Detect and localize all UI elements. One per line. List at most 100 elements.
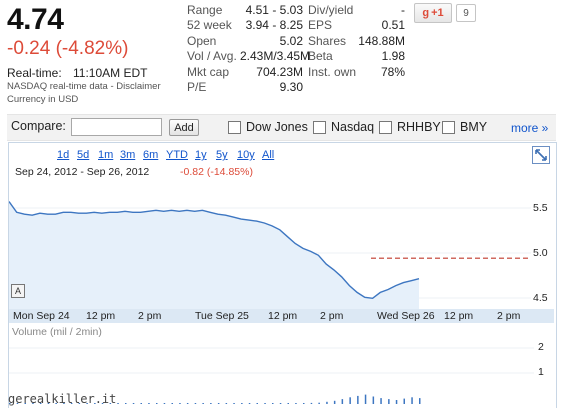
volume-bar [86,403,88,404]
compare-ticker-label: BMY [460,120,488,134]
volume-bar [310,402,313,404]
volume-bar [341,399,344,404]
more-link[interactable]: more » [511,121,549,135]
nasdaq-disclaimer[interactable]: NASDAQ real-time data - Disclaimer [7,81,161,92]
volume-bar [256,403,258,404]
zoom-3m[interactable]: 3m [120,149,136,161]
volume-bar [318,402,320,404]
google-plus-label: +1 [431,7,444,19]
x-tick-label: Wed Sep 26 [377,310,435,322]
google-plus-one-button[interactable]: g +1 [414,3,452,23]
volume-bar [333,400,336,404]
volume-bar [380,398,382,404]
y-tick-label: 5.5 [533,202,548,214]
stat-label: Range [187,3,223,17]
compare-label: Compare: [11,119,66,133]
stat-value: 148.88M [358,34,405,48]
price: 4.74 [7,3,64,36]
volume-bar [194,403,197,404]
volume-bar [210,403,212,404]
zoom-5y[interactable]: 5y [216,149,228,161]
checkbox[interactable] [379,120,392,134]
stat-label: Mkt cap [187,65,230,79]
x-tick-label: 12 pm [444,310,474,322]
x-axis-strip [9,309,554,323]
stat-value: 78% [380,65,405,79]
volume-bar [202,403,204,404]
volume-bar [70,403,73,404]
expand-chart-icon[interactable] [532,146,550,164]
volume-bar [186,403,189,404]
stat-value: 9.30 [279,80,303,94]
news-marker-a[interactable]: A [11,284,25,298]
zoom-1y[interactable]: 1y [195,149,207,161]
zoom-1d[interactable]: 1d [57,149,70,161]
chart-frame [8,142,557,408]
compare-ticker-label: RHHBY [397,120,441,134]
volume-bar [132,403,135,404]
stat-label: Open [187,34,217,48]
compare-checkbox-rhhby[interactable]: RHHBY [379,120,441,134]
zoom-5d[interactable]: 5d [77,149,90,161]
checkbox[interactable] [313,120,326,134]
price-area-fill [9,201,419,310]
volume-bar [241,403,243,404]
volume-bar [9,403,11,404]
volume-bar [171,403,173,404]
volume-bar [419,398,421,404]
add-compare-button[interactable]: Add [169,119,199,136]
volume-bar [94,403,96,404]
volume-bar [411,397,413,404]
zoom-all[interactable]: All [262,149,275,161]
x-tick-label: Tue Sep 25 [195,310,249,322]
x-tick-label: 2 pm [320,310,344,322]
x-tick-label: 12 pm [268,310,298,322]
volume-bar [395,400,398,404]
price-chart[interactable] [9,180,554,310]
y-tick-label: 4.5 [533,292,548,304]
volume-bar [303,403,305,404]
stat-value: 2.43M/3.45M [240,49,311,63]
x-tick-label: Mon Sep 24 [13,310,70,322]
stat-value: 4.51 - 5.03 [245,3,303,17]
plus-one-count: 9 [456,4,476,22]
volume-tick-label: 2 [538,341,544,353]
volume-chart [9,347,534,404]
chart-date-range: Sep 24, 2012 - Sep 26, 2012 [15,166,150,178]
volume-bar [156,403,158,404]
stat-value: 704.23M [256,65,303,79]
compare-checkbox-dow-jones[interactable]: Dow Jones [228,120,308,134]
volume-bar [179,403,181,404]
volume-bar [101,403,104,404]
volume-bar [287,403,289,404]
compare-ticker-label: Nasdaq [331,120,375,134]
stat-label: P/E [187,80,207,94]
zoom-10y[interactable]: 10y [237,149,255,161]
volume-bar [148,403,150,404]
stat-label: Inst. own [308,65,357,79]
volume-bar [24,403,26,404]
compare-input[interactable] [71,118,162,136]
zoom-1m[interactable]: 1m [98,149,114,161]
checkbox[interactable] [442,120,455,134]
volume-bar [125,403,127,404]
checkbox[interactable] [228,120,241,134]
volume-bar [140,403,142,404]
zoom-ytd[interactable]: YTD [166,149,188,161]
currency-note: Currency in USD [7,94,79,105]
compare-checkbox-bmy[interactable]: BMY [442,120,487,134]
y-tick-label: 5.0 [533,247,548,259]
compare-ticker-label: Dow Jones [246,120,308,134]
volume-bar [233,403,235,404]
volume-bar [403,398,405,404]
volume-bar [349,397,351,404]
compare-checkbox-nasdaq[interactable]: Nasdaq [313,120,374,134]
stat-value: 5.02 [279,34,303,48]
watermark: gerealkiller.it [8,392,117,406]
stat-label: Beta [308,49,333,63]
volume-bar [357,395,359,404]
volume-bar [264,403,266,404]
zoom-6m[interactable]: 6m [143,149,159,161]
realtime-label: Real-time: [7,66,62,80]
volume-bar [117,403,119,404]
